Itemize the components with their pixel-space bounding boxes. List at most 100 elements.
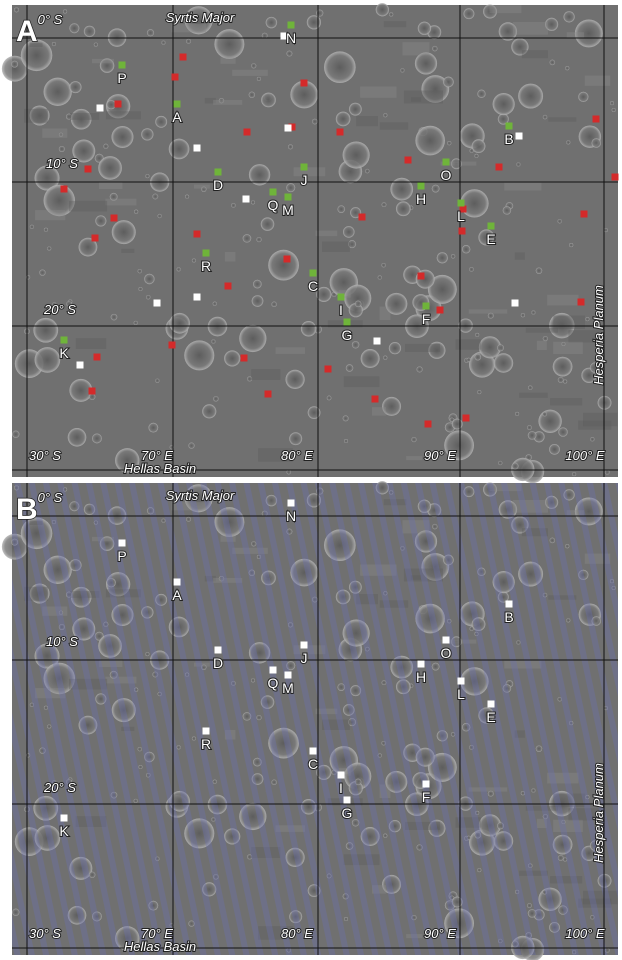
crater: [239, 325, 266, 352]
site-marker: [506, 601, 513, 608]
site-label: C: [308, 756, 318, 772]
crater: [253, 280, 262, 289]
crater: [152, 194, 158, 200]
crater: [521, 313, 525, 317]
crater: [249, 92, 255, 98]
crater: [288, 144, 293, 149]
crater: [30, 225, 34, 229]
crater: [605, 470, 610, 475]
site-marker: [344, 797, 351, 804]
crater: [528, 431, 537, 440]
site-marker: [203, 728, 210, 735]
terrain-shade: [550, 398, 582, 405]
site-marker: [215, 169, 222, 176]
crater: [111, 126, 133, 148]
latitude-label: 20° S: [43, 302, 76, 317]
terrain-shade: [547, 295, 578, 306]
crater: [84, 26, 95, 37]
red-marker: [437, 307, 444, 314]
crater: [343, 141, 370, 168]
site-label: Q: [268, 197, 279, 213]
crater: [169, 313, 190, 334]
crater: [308, 406, 321, 419]
crater: [477, 90, 485, 98]
red-marker: [241, 355, 248, 362]
crater: [400, 68, 404, 72]
crater: [336, 112, 351, 127]
crater: [382, 202, 387, 207]
crater: [527, 425, 532, 430]
crater: [569, 243, 573, 247]
crater: [469, 267, 474, 272]
crater: [415, 126, 445, 156]
crater: [68, 428, 87, 447]
crater: [470, 149, 474, 153]
crater: [337, 205, 345, 213]
site-label: J: [301, 650, 308, 666]
crater: [301, 321, 316, 336]
red-marker: [94, 354, 101, 361]
crater: [134, 321, 138, 325]
region-label: Syrtis Major: [166, 10, 235, 25]
crater: [411, 437, 416, 442]
crater: [107, 100, 116, 109]
crater: [477, 390, 481, 394]
crater: [590, 437, 594, 441]
crater: [286, 51, 292, 57]
crater: [261, 217, 274, 230]
red-marker: [284, 256, 291, 263]
site-label: B: [504, 131, 513, 147]
crater: [389, 12, 393, 16]
crater: [316, 287, 331, 302]
red-marker: [85, 166, 92, 173]
red-marker: [301, 80, 308, 87]
crater: [352, 341, 359, 348]
crater: [390, 178, 413, 201]
terrain-shade: [515, 252, 525, 259]
site-marker: [61, 337, 68, 344]
region-label: Syrtis Major: [166, 488, 235, 503]
crater: [349, 103, 362, 116]
terrain-shade: [70, 113, 99, 120]
site-marker: [174, 101, 181, 108]
red-marker: [581, 211, 588, 218]
latitude-label: 10° S: [46, 156, 78, 171]
site-label: D: [213, 655, 223, 671]
crater: [543, 336, 548, 341]
site-label: A: [172, 109, 182, 125]
site-marker: [174, 579, 181, 586]
white-marker: [285, 125, 292, 132]
crater: [443, 77, 454, 88]
terrain-shade: [406, 456, 422, 460]
white-marker: [512, 300, 519, 307]
site-marker: [285, 194, 292, 201]
crater: [355, 301, 361, 307]
site-marker: [310, 748, 317, 755]
panel-label: A: [16, 15, 38, 48]
crater: [289, 432, 302, 445]
terrain-shade: [76, 338, 106, 349]
latitude-label: 0° S: [38, 490, 63, 505]
crater: [155, 116, 167, 128]
map-panel: NPABDJOHQMLERCIFGK0° S10° S20° S30° S70°…: [2, 481, 618, 960]
site-label: L: [457, 208, 465, 224]
terrain-shade: [402, 42, 429, 55]
longitude-label: 90° E: [424, 448, 456, 463]
terrain-shade: [585, 76, 610, 86]
site-label: P: [117, 548, 126, 564]
crater: [472, 139, 486, 153]
crater: [89, 394, 95, 400]
site-marker: [458, 678, 465, 685]
crater: [257, 77, 261, 81]
crater: [558, 377, 564, 383]
region-label: Hesperia Planum: [591, 285, 606, 385]
site-label: M: [282, 680, 294, 696]
crater: [598, 396, 612, 410]
terrain-shade: [106, 111, 141, 119]
site-label: E: [486, 231, 495, 247]
site-marker: [423, 781, 430, 788]
terrain-shade: [42, 128, 67, 137]
terrain-shade: [171, 24, 206, 32]
crater: [47, 246, 51, 250]
crater: [528, 385, 532, 389]
